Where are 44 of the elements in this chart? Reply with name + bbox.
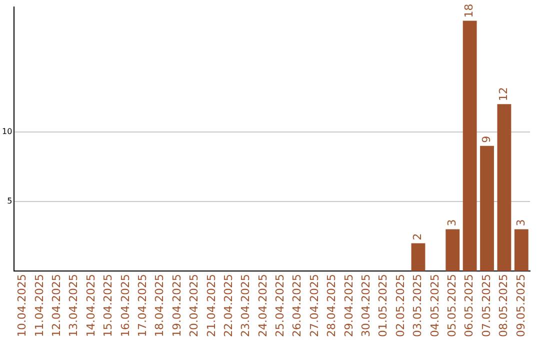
x-tick-label: 07.05.2025	[480, 274, 493, 338]
x-tick-label: 04.05.2025	[428, 274, 442, 338]
x-tick-label: 18.04.2025	[153, 274, 166, 338]
x-tick-label: 09.05.2025	[514, 274, 528, 338]
bar	[514, 229, 528, 272]
bar	[480, 146, 494, 272]
x-tick-label: 03.05.2025	[411, 274, 424, 338]
data-label: 3	[514, 219, 528, 226]
x-tick-label: 15.04.2025	[102, 274, 115, 338]
x-tick-label: 02.05.2025	[394, 274, 407, 338]
x-tick-label: 08.05.2025	[497, 274, 510, 338]
x-tick-label: 17.04.2025	[136, 274, 149, 338]
x-tick-label: 16.04.2025	[118, 274, 132, 338]
x-tick-label: 19.04.2025	[170, 274, 184, 338]
x-tick-label: 12.04.2025	[50, 274, 64, 338]
bar	[411, 243, 426, 272]
data-label: 3	[445, 219, 458, 226]
x-tick-label: 21.04.2025	[204, 274, 218, 338]
bar	[446, 229, 460, 272]
y-tick-label: 5	[7, 196, 12, 206]
bar	[462, 20, 477, 272]
x-tick-label: 22.04.2025	[222, 274, 235, 338]
x-tick-label: 26.04.2025	[290, 274, 304, 338]
data-label: 2	[411, 233, 424, 240]
x-tick-label: 14.04.2025	[84, 274, 98, 338]
x-tick-label: 05.05.2025	[445, 274, 458, 338]
x-tick-label: 10.04.2025	[16, 274, 29, 338]
x-tick-label: 25.04.2025	[274, 274, 287, 338]
bar	[497, 104, 512, 272]
x-tick-label: 06.05.2025	[462, 274, 476, 338]
x-tick-label: 24.04.2025	[256, 274, 270, 338]
y-tick-label: 10	[2, 127, 12, 136]
data-label: 18	[462, 4, 476, 18]
x-tick-label: 30.04.2025	[360, 274, 373, 338]
x-tick-label: 29.04.2025	[342, 274, 356, 338]
x-tick-label: 11.04.2025	[32, 274, 46, 338]
x-tick-label: 28.04.2025	[325, 274, 338, 338]
x-tick-label: 01.05.2025	[376, 274, 390, 338]
x-tick-label: 20.04.2025	[188, 274, 201, 338]
data-label: 9	[480, 136, 493, 143]
x-tick-label: 27.04.2025	[308, 274, 321, 338]
data-label: 12	[497, 87, 510, 102]
x-tick-label: 23.04.2025	[239, 274, 252, 338]
x-tick-label: 13.04.2025	[67, 274, 80, 338]
